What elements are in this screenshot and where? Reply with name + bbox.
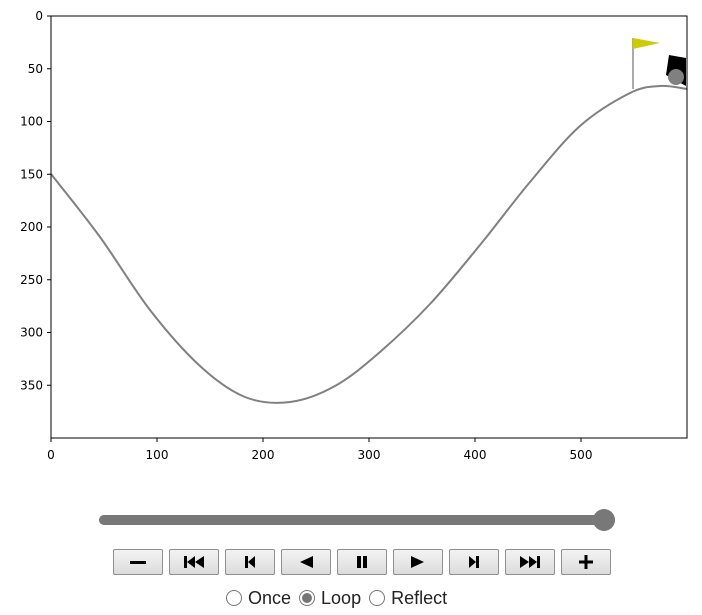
- x-axis: 0 100 200 300 400 500: [47, 438, 592, 462]
- play-reverse-button[interactable]: [281, 549, 331, 575]
- step-forward-icon: [469, 556, 479, 568]
- x-tick-label: 0: [47, 448, 55, 462]
- mountain-track: [50, 84, 688, 404]
- y-tick-label: 150: [20, 167, 43, 181]
- y-tick-label: 0: [35, 9, 43, 23]
- skip-to-start-icon: [184, 556, 204, 568]
- mode-once-option[interactable]: Once: [226, 588, 291, 609]
- loop-mode-selector: Once Loop Reflect: [226, 586, 455, 610]
- plot-background: [51, 16, 687, 438]
- minus-icon: [130, 561, 146, 564]
- pause-icon: [357, 556, 367, 568]
- mountain-car-plot: 0 100 200 300 400 500 0 50 100 150 200 250 300 350: [20, 9, 688, 462]
- slider-track[interactable]: [99, 515, 615, 525]
- step-back-icon: [245, 556, 255, 568]
- frame-slider[interactable]: [99, 509, 615, 531]
- car-wheel: [668, 69, 684, 85]
- plus-icon: [579, 555, 593, 569]
- mode-once-label: Once: [248, 587, 292, 608]
- x-tick-label: 100: [146, 448, 169, 462]
- first-frame-button[interactable]: [169, 549, 219, 575]
- mode-once-radio[interactable]: [226, 590, 242, 606]
- y-tick-label: 300: [20, 326, 43, 340]
- mode-reflect-radio[interactable]: [369, 590, 386, 606]
- slider-fill: [99, 515, 615, 525]
- increase-speed-button[interactable]: [561, 549, 611, 575]
- next-frame-button[interactable]: [449, 549, 499, 575]
- x-tick-label: 300: [358, 448, 381, 462]
- slider-thumb[interactable]: [593, 509, 615, 531]
- mode-loop-option[interactable]: Loop: [299, 588, 361, 609]
- skip-to-end-icon: [520, 556, 540, 568]
- decrease-speed-button[interactable]: [113, 549, 163, 575]
- x-tick-label: 500: [570, 448, 593, 462]
- mode-loop-label: Loop: [321, 587, 362, 608]
- mode-reflect-label: Reflect: [391, 587, 448, 608]
- y-tick-label: 100: [20, 115, 43, 129]
- y-tick-label: 50: [28, 62, 43, 76]
- play-reverse-icon: [300, 556, 313, 568]
- y-tick-label: 350: [20, 378, 43, 392]
- car: [666, 55, 686, 86]
- y-axis: 0 50 100 150 200 250 300 350: [20, 9, 51, 392]
- y-tick-label: 200: [20, 220, 43, 234]
- flag-icon: [633, 38, 660, 49]
- playback-controls: [113, 549, 611, 575]
- mode-reflect-option[interactable]: Reflect: [369, 588, 447, 609]
- play-button[interactable]: [393, 549, 443, 575]
- goal-flag: [632, 38, 660, 89]
- x-tick-label: 200: [252, 448, 275, 462]
- previous-frame-button[interactable]: [225, 549, 275, 575]
- last-frame-button[interactable]: [505, 549, 555, 575]
- pause-button[interactable]: [337, 549, 387, 575]
- y-tick-label: 250: [20, 273, 43, 287]
- x-tick-label: 400: [464, 448, 487, 462]
- play-icon: [411, 556, 424, 568]
- mode-loop-radio[interactable]: [299, 590, 316, 606]
